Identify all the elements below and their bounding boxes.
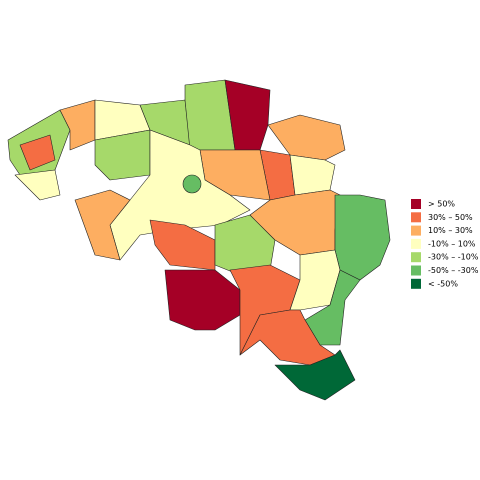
region — [149, 219, 216, 271]
legend-label: > 50% — [428, 200, 455, 209]
region — [224, 79, 271, 151]
region — [304, 269, 361, 346]
legend-swatch — [411, 265, 421, 276]
legend-swatch — [411, 199, 421, 209]
legend-label: -50% – -30% — [428, 266, 479, 275]
region — [164, 269, 241, 331]
region — [289, 154, 336, 196]
legend-swatch — [411, 252, 421, 263]
legend-label: -10% – 10% — [428, 239, 476, 248]
legend-label: 10% – 30% — [428, 226, 473, 235]
legend-label: 30% – 50% — [428, 213, 473, 222]
region — [59, 99, 96, 151]
region — [182, 174, 202, 194]
legend-label: -30% – -10% — [428, 253, 479, 262]
legend: > 50% 30% – 50% 10% – 30% -10% – 10% -30% – … — [411, 199, 479, 289]
region — [14, 169, 61, 201]
legend-label: < -50% — [428, 279, 458, 288]
region — [94, 129, 151, 181]
legend-swatch — [411, 225, 421, 236]
region — [19, 134, 56, 171]
region — [74, 189, 131, 261]
region — [289, 249, 341, 311]
legend-swatch — [411, 278, 421, 289]
region — [334, 194, 391, 281]
region — [274, 349, 356, 401]
regions — [7, 79, 391, 401]
legend-swatch — [411, 238, 421, 249]
legend-swatch — [411, 212, 421, 223]
